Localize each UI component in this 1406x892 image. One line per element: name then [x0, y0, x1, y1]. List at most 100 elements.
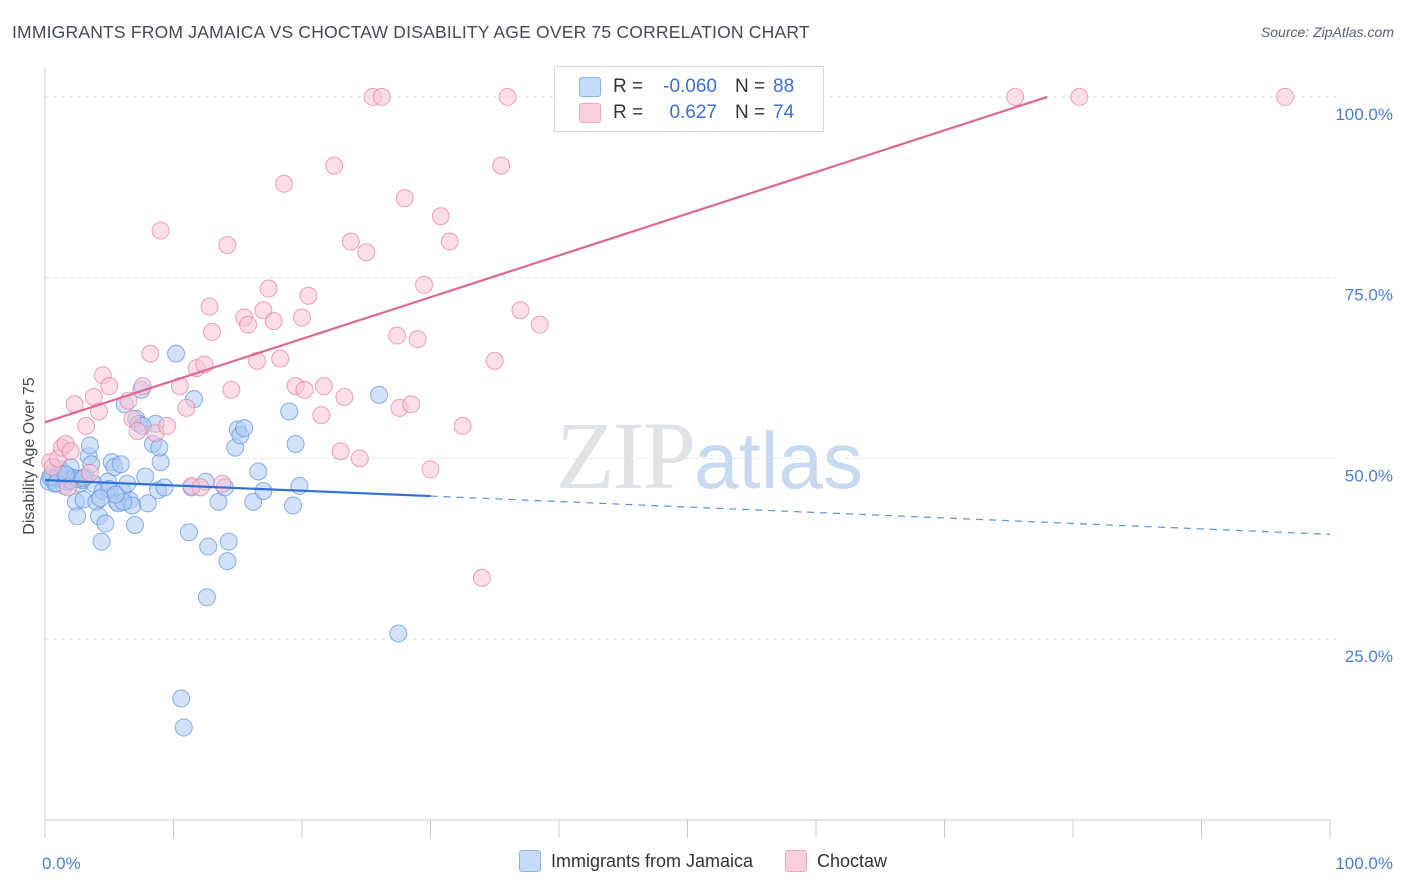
- jamaica-point: [155, 478, 174, 497]
- choctaw-point: [80, 463, 99, 482]
- choctaw-point: [492, 156, 511, 175]
- jamaica-point: [218, 552, 237, 571]
- choctaw-point: [1006, 87, 1025, 106]
- choctaw-point: [357, 243, 376, 262]
- jamaica-point: [284, 496, 303, 515]
- jamaica-point: [197, 588, 216, 607]
- jamaica-point: [80, 436, 99, 455]
- jamaica-point: [136, 467, 155, 486]
- choctaw-point: [222, 380, 241, 399]
- choctaw-point: [1070, 87, 1089, 106]
- x-tick-label: 0.0%: [42, 854, 81, 873]
- choctaw-point: [530, 315, 549, 334]
- choctaw-point: [421, 460, 440, 479]
- jamaica-trend-line: [44, 479, 431, 498]
- jamaica-point: [370, 385, 389, 404]
- watermark-atlas: atlas: [694, 416, 863, 505]
- choctaw-point: [100, 377, 119, 396]
- legend-label-jamaica: Immigrants from Jamaica: [550, 850, 753, 871]
- jamaica-point: [179, 523, 198, 542]
- source-credit: Source: ZipAtlas.com: [1260, 24, 1394, 40]
- choctaw-point: [151, 221, 170, 240]
- jamaica-point: [172, 689, 191, 708]
- choctaw-point: [511, 301, 530, 320]
- choctaw-point: [239, 315, 258, 334]
- legend-r-value: 0.627: [669, 102, 717, 123]
- jamaica-point: [92, 532, 111, 551]
- choctaw-point: [293, 308, 311, 327]
- jamaica-point: [286, 435, 305, 453]
- chart-title: IMMIGRANTS FROM JAMAICA VS CHOCTAW DISAB…: [12, 22, 810, 42]
- choctaw-point: [259, 279, 278, 298]
- choctaw-point: [77, 416, 96, 435]
- choctaw-point: [158, 416, 177, 435]
- choctaw-point: [341, 232, 360, 251]
- choctaw-trend-line: [44, 95, 1048, 424]
- choctaw-point: [415, 275, 434, 294]
- choctaw-point: [1276, 87, 1295, 106]
- jamaica-point: [68, 507, 87, 526]
- jamaica-point: [125, 515, 144, 534]
- jamaica-point: [389, 624, 408, 643]
- choctaw-point: [299, 286, 318, 305]
- choctaw-point: [141, 344, 160, 363]
- jamaica-point: [199, 537, 218, 556]
- choctaw-point: [325, 156, 344, 175]
- choctaw-point: [128, 421, 147, 440]
- choctaw-point: [213, 474, 232, 493]
- choctaw-point: [431, 207, 450, 226]
- jamaica-point: [167, 344, 186, 363]
- legend-swatch-choctaw: [579, 103, 601, 123]
- choctaw-point: [59, 478, 78, 497]
- legend-label-choctaw: Choctaw: [817, 850, 888, 871]
- choctaw-point: [61, 442, 80, 461]
- legend-swatch-choctaw: [785, 850, 807, 872]
- legend-n-label: N =: [735, 76, 766, 97]
- jamaica-point: [106, 485, 125, 504]
- jamaica-point: [111, 455, 130, 474]
- choctaw-point: [312, 406, 331, 425]
- legend-n-label: N =: [735, 102, 766, 123]
- legend-n-value: 88: [773, 76, 795, 97]
- choctaw-point: [485, 351, 504, 370]
- choctaw-point: [331, 442, 350, 461]
- y-tick-label: 75.0%: [1345, 286, 1393, 305]
- jamaica-point: [280, 402, 299, 421]
- choctaw-point: [472, 568, 491, 587]
- legend-n-value: 74: [773, 102, 795, 123]
- choctaw-point: [350, 449, 369, 468]
- x-tick-label: 100.0%: [1335, 854, 1393, 873]
- jamaica-point: [249, 462, 268, 481]
- choctaw-point: [264, 312, 283, 331]
- choctaw-point: [275, 174, 294, 193]
- choctaw-point: [203, 322, 222, 341]
- choctaw-point: [335, 388, 354, 406]
- legend-item-jamaica[interactable]: Immigrants from Jamaica: [518, 850, 753, 872]
- choctaw-point: [372, 87, 391, 106]
- y-tick-label: 100.0%: [1335, 105, 1393, 124]
- legend-item-choctaw[interactable]: Choctaw: [785, 850, 887, 872]
- correlation-legend: R = -0.060 N = 88 R = 0.627 N = 74: [554, 66, 824, 132]
- choctaw-point: [200, 297, 219, 316]
- choctaw-point: [408, 330, 427, 349]
- choctaw-point: [133, 377, 152, 396]
- legend-row-jamaica: R = -0.060 N = 88: [579, 75, 794, 99]
- choctaw-point: [498, 87, 517, 106]
- y-tick-label: 50.0%: [1345, 466, 1393, 485]
- jamaica-point: [96, 514, 115, 533]
- jamaica-point: [174, 718, 193, 737]
- jamaica-point: [235, 419, 254, 438]
- choctaw-point: [295, 380, 314, 399]
- y-axis-label: Disability Age Over 75: [21, 377, 38, 535]
- jamaica-point: [138, 494, 157, 513]
- legend-swatch-jamaica: [518, 850, 541, 872]
- legend-swatch-jamaica: [579, 77, 601, 97]
- jamaica-point: [219, 532, 238, 551]
- legend-row-choctaw: R = 0.627 N = 74: [579, 101, 794, 125]
- jamaica-point: [91, 489, 110, 508]
- choctaw-point: [218, 236, 237, 255]
- choctaw-point: [395, 189, 414, 208]
- legend-r-label: R =: [613, 76, 644, 97]
- series-legend: Immigrants from Jamaica Choctaw: [0, 850, 1406, 872]
